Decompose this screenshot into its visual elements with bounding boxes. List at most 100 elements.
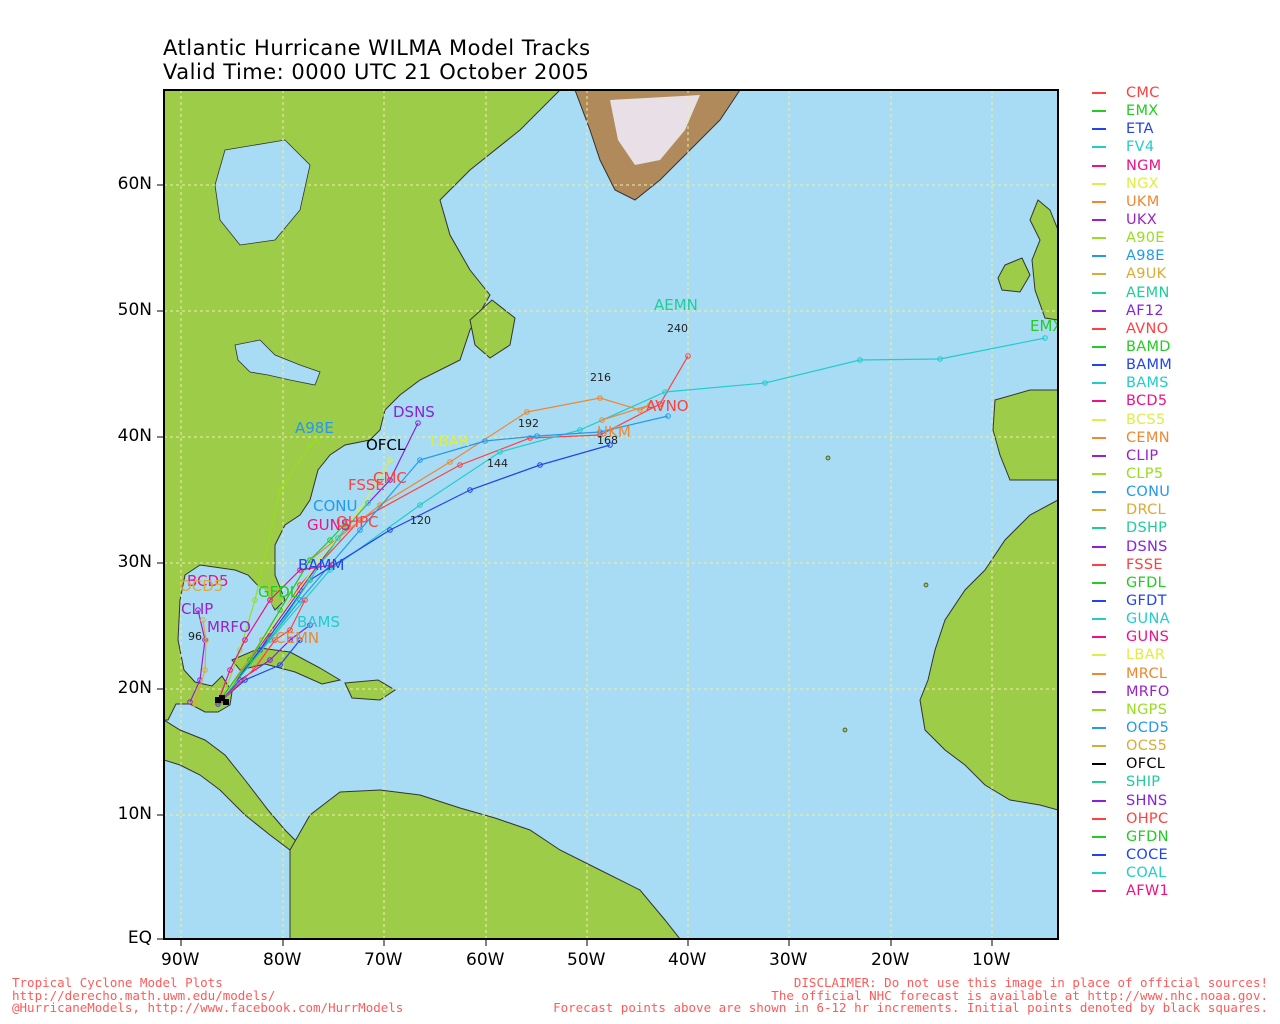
forecast-track [194,619,207,705]
forecast-point [287,627,293,633]
longitude-label: 90W [161,950,200,970]
legend-item: GFDL [1092,574,1277,592]
forecast-track [221,639,301,701]
footer-social[interactable]: @HurricaneModels, http://www.facebook.co… [12,1000,404,1015]
forecast-point [387,527,393,533]
legend-label: EMX [1126,103,1159,120]
legend-swatch [1092,654,1106,657]
forecast-point [597,432,603,438]
legend-label: BAMM [1126,357,1173,374]
legend-swatch [1092,726,1106,729]
legend-item: OCS5 [1092,737,1277,755]
forecast-track [221,415,669,701]
forecast-point [607,442,613,448]
legend-label: CLIP [1126,447,1159,464]
footer-disclaimer: DISCLAIMER: Do not use this image in pla… [553,975,1268,1015]
forecast-point [534,433,540,439]
track-label: BCD5 [187,572,229,590]
legend-label: FV4 [1126,139,1155,156]
legend-label: SHIP [1126,774,1161,791]
map-frame [163,89,1059,940]
forecast-point [252,665,258,671]
legend-item: DSNS [1092,538,1277,556]
footer-url[interactable]: http://derecho.math.uwm.edu/models/ [12,987,276,1003]
legend-label: LBAR [1126,647,1166,664]
forecast-point [497,449,503,455]
great-lakes [234,339,321,386]
forecast-point [762,380,768,386]
legend-item: BCD5 [1092,392,1277,410]
track-label: LBAR [430,432,469,450]
legend-swatch [1092,219,1106,222]
model-tracks [187,335,1048,707]
legend-swatch [1092,563,1106,566]
legend-label: BAMD [1126,339,1171,356]
legend-swatch [1092,291,1106,294]
forecast-point [637,407,643,413]
legend-label: OHPC [1126,810,1169,827]
forecast-point [597,429,603,435]
legend-item: CONU [1092,483,1277,501]
legend-label: A98E [1126,248,1165,265]
legend-item: A90E [1092,229,1277,247]
forecast-point [277,662,283,668]
longitude-label: 40W [668,950,707,970]
legend-swatch [1092,545,1106,548]
forecast-point [327,537,333,543]
forecast-point [417,457,423,463]
legend-swatch [1092,382,1106,385]
longitude-label: 70W [364,950,403,970]
latitude-label: 30N [117,552,152,572]
legend-item: ETA [1092,120,1277,138]
forecast-point [599,417,605,423]
track-label: EMX [1030,317,1063,335]
forecast-point [237,647,243,653]
forecast-track [217,337,1046,703]
forecast-point [447,459,453,465]
legend-item: BAMS [1092,374,1277,392]
forecast-hour-label: 192 [518,417,539,430]
forecast-point [307,557,313,563]
legend-label: AFW1 [1126,883,1170,900]
legend-item: MRFO [1092,683,1277,701]
track-label: BAMM [298,556,344,574]
forecast-point [662,389,668,395]
forecast-point [242,637,248,643]
legend-label: GFDN [1126,828,1169,845]
cape-verde [842,727,848,733]
forecast-track [217,444,611,705]
legend-label: CONU [1126,484,1171,501]
forecast-point [202,667,208,673]
longitude-label: 30W [769,950,808,970]
legend-swatch [1092,781,1106,784]
legend-label: DRCL [1126,502,1166,519]
legend-label: OFCL [1126,756,1166,773]
legend-item: NGPS [1092,701,1277,719]
forecast-point [267,597,273,603]
footer-site-title: Tropical Cyclone Model Plots [12,975,223,990]
legend-item: UKM [1092,193,1277,211]
forecast-point [277,607,283,613]
legend-label: SHNS [1126,792,1168,809]
legend-item: OFCL [1092,755,1277,773]
forecast-point [227,667,233,673]
disclaimer-line-1: DISCLAIMER: Do not use this image in pla… [793,975,1268,990]
forecast-point [685,353,691,359]
track-label: CLIP [181,600,213,618]
forecast-hour-label: 240 [667,322,688,335]
legend-label: OCS5 [1126,738,1168,755]
legend-swatch [1092,418,1106,421]
legend-label: COCE [1126,846,1169,863]
legend-swatch [1092,618,1106,621]
legend-swatch [1092,364,1106,367]
forecast-point [357,517,363,523]
legend-swatch [1092,200,1106,203]
forecast-point [647,402,653,408]
forecast-point [857,357,863,363]
legend-label: GFDL [1126,574,1167,591]
legend-swatch [1092,799,1106,802]
legend-label: CEMN [1126,429,1170,446]
forecast-point [297,637,303,643]
